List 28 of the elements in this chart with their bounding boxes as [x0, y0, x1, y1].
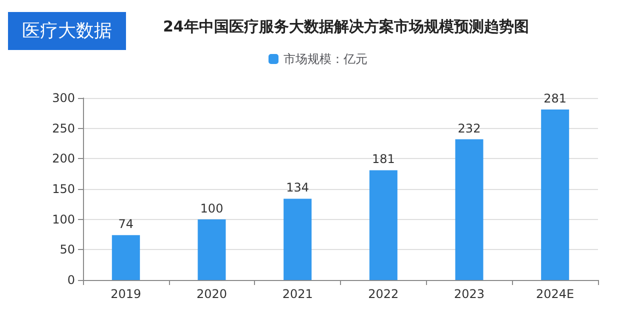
x-tick-label: 2023 [454, 287, 485, 301]
data-label: 100 [200, 201, 224, 216]
data-label: 74 [118, 217, 134, 232]
bar [112, 235, 140, 280]
y-tick-label: 150 [52, 182, 75, 196]
x-tick-label: 2019 [110, 287, 142, 301]
data-label: 232 [458, 121, 481, 136]
bar [455, 139, 484, 280]
chart-title: 24年中国医疗服务大数据解决方案市场规模预测趋势图 [163, 18, 529, 36]
x-tick-label: 2022 [368, 287, 399, 301]
y-tick-label: 250 [52, 121, 75, 136]
x-tick-label: 2024E [536, 287, 574, 301]
y-tick-label: 100 [52, 212, 75, 226]
legend-label: 市场规模：亿元 [284, 52, 368, 66]
y-tick-label: 0 [67, 273, 75, 287]
y-tick-label: 200 [52, 152, 75, 166]
text: 医疗大数据 [22, 20, 112, 42]
bar [369, 170, 398, 280]
data-label: 281 [544, 92, 567, 106]
y-tick-label: 300 [52, 91, 75, 105]
data-label: 181 [372, 152, 395, 166]
bar [284, 198, 312, 280]
x-tick-label: 2020 [196, 287, 228, 301]
bar [198, 219, 226, 280]
data-label: 134 [286, 180, 310, 195]
bar [541, 110, 570, 280]
y-tick-label: 50 [60, 242, 75, 257]
x-tick-label: 2021 [282, 287, 313, 301]
